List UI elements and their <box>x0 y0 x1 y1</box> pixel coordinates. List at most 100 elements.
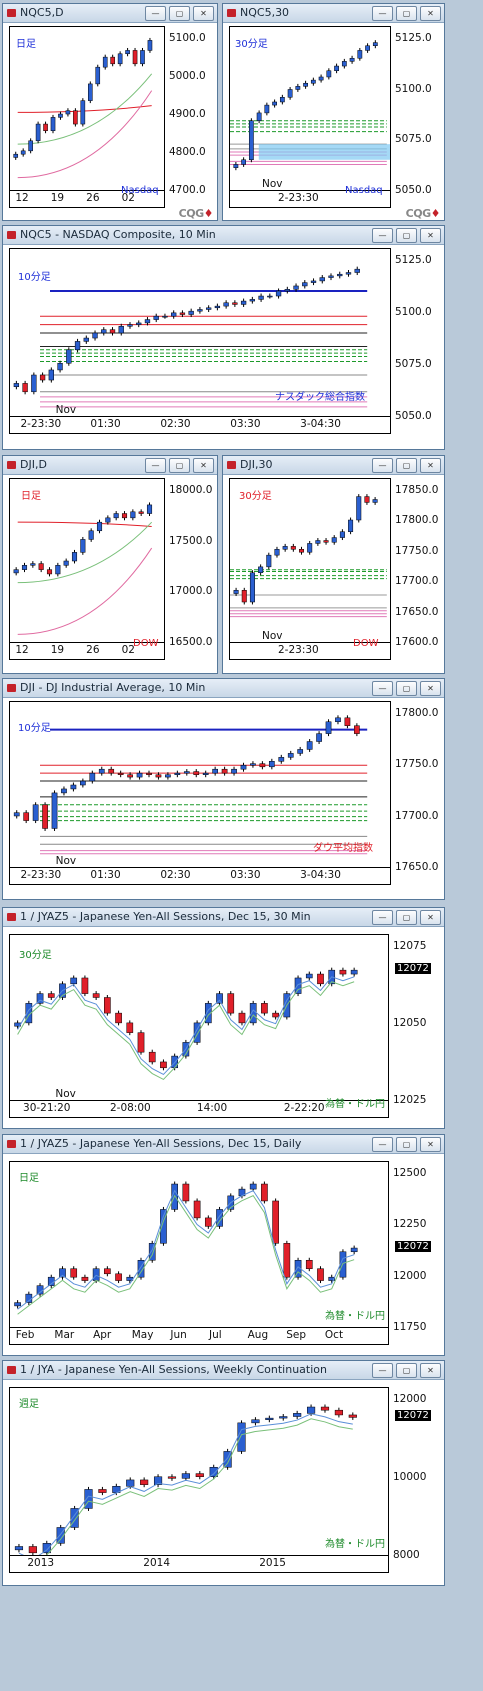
title-bar[interactable]: 1 / JYAZ5 - Japanese Yen-All Sessions, D… <box>3 1135 444 1154</box>
window-title: DJI,30 <box>240 458 273 471</box>
instrument-label: 為替・ドル円 <box>325 1539 385 1550</box>
close-icon[interactable]: ✕ <box>193 6 214 21</box>
candle <box>160 1061 167 1069</box>
window-dji-30min[interactable]: DJI,30 — ▢ ✕ 2-23:30 Nov 30分足 DOW 17850.0 178… <box>222 455 445 674</box>
maximize-icon[interactable]: ▢ <box>396 681 417 696</box>
chart-plot-area[interactable]: 12 19 26 02 <box>9 26 165 208</box>
title-bar[interactable]: 1 / JYAZ5 - Japanese Yen-All Sessions, D… <box>3 908 444 927</box>
window-dow-10min[interactable]: DJI - DJ Industrial Average, 10 Min — ▢ ✕ 2… <box>2 678 445 900</box>
minimize-icon[interactable]: — <box>372 1137 393 1152</box>
y-tick-label: 5125.0 <box>395 32 432 44</box>
close-icon[interactable]: ✕ <box>420 6 441 21</box>
chart-plot-area[interactable]: 12 19 26 02 <box>9 478 165 660</box>
candle <box>237 1422 246 1452</box>
candle <box>331 537 337 543</box>
x-tick-label: Mar <box>54 1329 75 1341</box>
title-bar[interactable]: NQC5 - NASDAQ Composite, 10 Min — ▢ ✕ <box>3 226 444 245</box>
window-yen-daily[interactable]: 1 / JYAZ5 - Japanese Yen-All Sessions, D… <box>2 1134 445 1356</box>
title-bar[interactable]: DJI - DJ Industrial Average, 10 Min — ▢ ✕ <box>3 679 444 698</box>
instrument-label: ナスダック総合指数 <box>275 392 365 403</box>
candle <box>61 788 67 794</box>
window-yen-30min[interactable]: 1 / JYAZ5 - Japanese Yen-All Sessions, D… <box>2 907 445 1129</box>
minimize-icon[interactable]: — <box>145 458 166 473</box>
minimize-icon[interactable]: — <box>372 1363 393 1378</box>
candle <box>35 123 41 142</box>
candle <box>32 804 39 821</box>
chart-plot-area[interactable]: 2013 2014 2015 <box>9 1387 389 1573</box>
maximize-icon[interactable]: ▢ <box>169 6 190 21</box>
candle <box>283 1243 291 1278</box>
candle <box>22 383 28 393</box>
instrument-label: DOW <box>353 638 379 649</box>
candle <box>80 780 86 786</box>
chart-plot-area[interactable]: 30-21:20 2-08:00 14:00 2-22:20 Nov <box>9 934 389 1118</box>
y-tick-label: 17850.0 <box>395 484 439 496</box>
moving-average-green <box>17 521 153 584</box>
candle <box>188 310 194 315</box>
window-nqc5-daily[interactable]: NQC5,D — ▢ ✕ 12 19 26 02 日足 Nasdaq CQG♦ 5100.0… <box>2 3 218 221</box>
chart-plot-area[interactable]: Feb Mar Apr May Jun Jul Aug Sep Oct <box>9 1161 389 1345</box>
window-yen-weekly[interactable]: 1 / JYA - Japanese Yen-All Sessions, Wee… <box>2 1360 445 1586</box>
close-icon[interactable]: ✕ <box>420 681 441 696</box>
x-tick-label: May <box>131 1329 154 1341</box>
candle <box>354 268 360 273</box>
x-tick-label: 2013 <box>27 1557 55 1569</box>
minimize-icon[interactable]: — <box>372 6 393 21</box>
candle <box>81 977 89 994</box>
maximize-icon[interactable]: ▢ <box>396 458 417 473</box>
candle <box>181 1473 190 1479</box>
maximize-icon[interactable]: ▢ <box>396 228 417 243</box>
minimize-icon[interactable]: — <box>372 910 393 925</box>
chart-svg <box>13 37 153 179</box>
candle <box>205 307 212 310</box>
app-icon <box>7 231 16 239</box>
title-bar[interactable]: 1 / JYA - Japanese Yen-All Sessions, Wee… <box>3 1361 444 1380</box>
candle <box>102 56 108 68</box>
candle <box>317 1268 324 1281</box>
maximize-icon[interactable]: ▢ <box>396 6 417 21</box>
title-bar[interactable]: DJI,D — ▢ ✕ <box>3 456 217 475</box>
minimize-icon[interactable]: — <box>372 681 393 696</box>
x-tick-label: 26 <box>86 644 100 656</box>
title-bar[interactable]: NQC5,D — ▢ ✕ <box>3 4 217 23</box>
candle <box>140 50 145 65</box>
window-nqc5-30min[interactable]: NQC5,30 — ▢ ✕ 2-23:30 Nov 30分足 Nasdaq CQG♦ 5… <box>222 3 445 221</box>
close-icon[interactable]: ✕ <box>193 458 214 473</box>
maximize-icon[interactable]: ▢ <box>396 1363 417 1378</box>
close-icon[interactable]: ✕ <box>420 1363 441 1378</box>
close-icon[interactable]: ✕ <box>420 1137 441 1152</box>
title-bar[interactable]: NQC5,30 — ▢ ✕ <box>223 4 444 23</box>
x-tick-label: 19 <box>50 644 65 656</box>
candle <box>162 315 168 318</box>
y-tick-label: 17800.0 <box>395 514 439 527</box>
chart-plot-area[interactable]: 2-23:30 Nov <box>229 26 391 208</box>
close-icon[interactable]: ✕ <box>420 458 441 473</box>
instrument-label: 為替・ドル円 <box>325 1311 385 1322</box>
candle <box>65 110 71 115</box>
chart-plot-area[interactable]: 2-23:30 01:30 02:30 03:30 3-04:30 Nov <box>9 701 391 885</box>
candle <box>31 374 37 393</box>
candle <box>212 768 218 774</box>
minimize-icon[interactable]: — <box>372 458 393 473</box>
nov-marker: Nov <box>55 855 77 867</box>
window-dji-daily[interactable]: DJI,D — ▢ ✕ 12 19 26 02 日足 DOW 18000.0 17500.0 1… <box>2 455 218 674</box>
title-bar[interactable]: DJI,30 — ▢ ✕ <box>223 456 444 475</box>
window-nasdaq-10min[interactable]: NQC5 - NASDAQ Composite, 10 Min — ▢ ✕ 2-23:… <box>2 225 445 450</box>
candle <box>240 300 247 305</box>
close-icon[interactable]: ✕ <box>420 228 441 243</box>
candle <box>204 1217 212 1227</box>
maximize-icon[interactable]: ▢ <box>396 910 417 925</box>
chart-plot-area[interactable]: 2-23:30 01:30 02:30 03:30 3-04:30 Nov <box>9 248 391 434</box>
maximize-icon[interactable]: ▢ <box>396 1137 417 1152</box>
x-axis: 30-21:20 2-08:00 14:00 2-22:20 Nov <box>10 1088 388 1117</box>
maximize-icon[interactable]: ▢ <box>169 458 190 473</box>
chart-plot-area[interactable]: 2-23:30 Nov <box>229 478 391 660</box>
close-icon[interactable]: ✕ <box>420 910 441 925</box>
minimize-icon[interactable]: — <box>145 6 166 21</box>
candle <box>71 552 78 562</box>
candle <box>202 772 209 775</box>
candle <box>195 1473 204 1478</box>
candle <box>98 1489 107 1493</box>
candle <box>13 383 20 388</box>
minimize-icon[interactable]: — <box>372 228 393 243</box>
